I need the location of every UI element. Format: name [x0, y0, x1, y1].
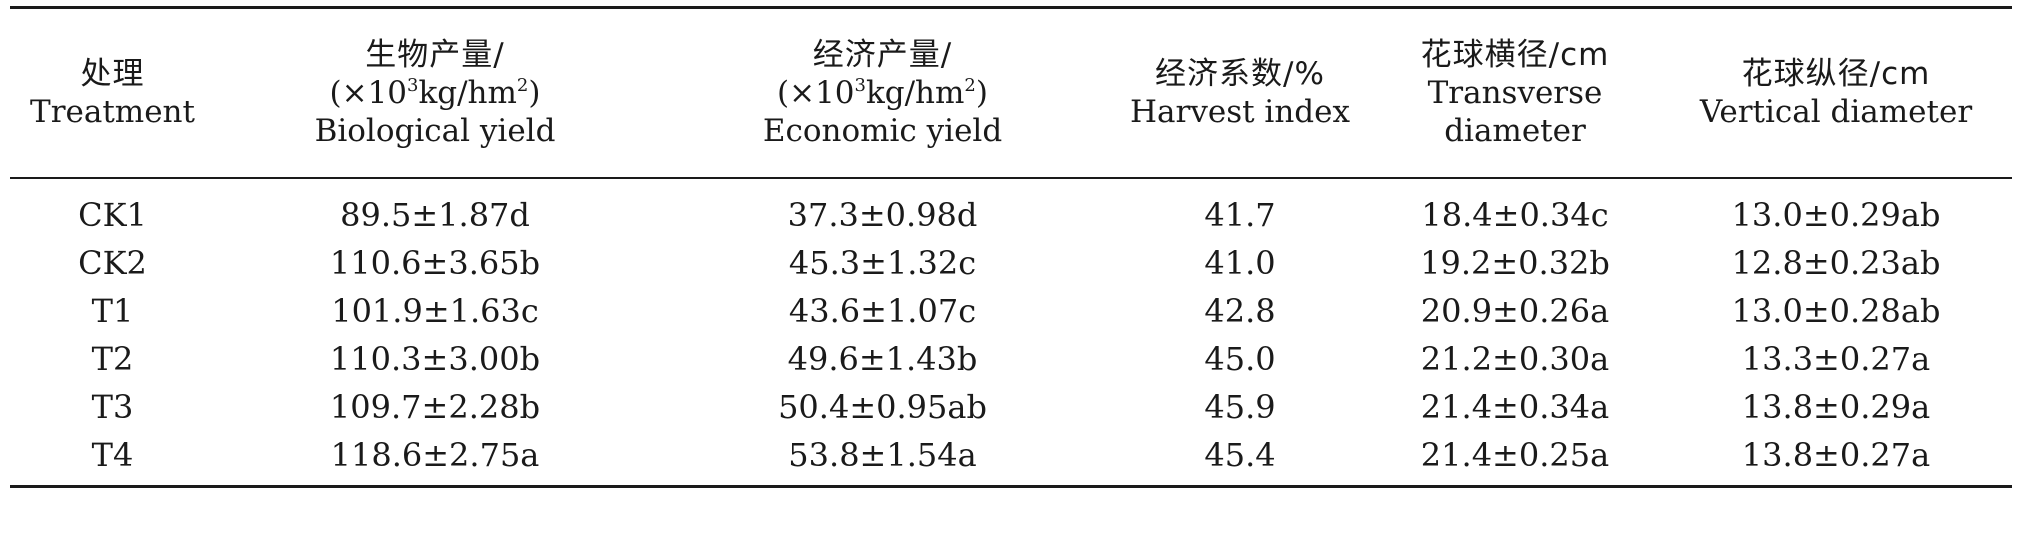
- header-vertical-diameter-zh: 花球纵径/cm: [1741, 56, 1931, 92]
- unit-middle: kg/hm: [418, 75, 517, 111]
- header-biological-yield: 生物产量/ (×103kg/hm2) Biological yield: [215, 8, 655, 179]
- cell-biological-yield: 118.6±2.75a: [330, 436, 540, 474]
- cell-economic-yield: 50.4±0.95ab: [778, 388, 987, 426]
- unit-exponent: 3: [854, 75, 866, 96]
- table-row: CK1 89.5±1.87d 37.3±0.98d 41.7 18.4±0.34…: [10, 178, 2012, 239]
- header-treatment-en: Treatment: [30, 94, 195, 130]
- unit-prefix: (×10: [329, 75, 408, 111]
- cell-treatment: CK2: [78, 244, 147, 282]
- cell-economic-yield: 37.3±0.98d: [787, 196, 978, 234]
- header-treatment-zh: 处理: [80, 56, 145, 92]
- unit-middle: kg/hm: [865, 75, 965, 111]
- header-biological-yield-en: Biological yield: [314, 113, 556, 149]
- header-economic-yield-zh: 经济产量/: [812, 37, 953, 73]
- cell-harvest-index: 41.7: [1204, 196, 1276, 234]
- cell-transverse-diameter: 21.4±0.34a: [1420, 388, 1610, 426]
- cell-harvest-index: 45.0: [1204, 340, 1276, 378]
- cell-biological-yield: 110.3±3.00b: [329, 340, 541, 378]
- header-biological-yield-zh: 生物产量/: [365, 37, 505, 73]
- yield-table: 处理 Treatment 生物产量/ (×103kg/hm2) Biologic…: [10, 6, 2012, 488]
- unit-prefix: (×10: [777, 75, 855, 111]
- cell-transverse-diameter: 20.9±0.26a: [1420, 292, 1610, 330]
- cell-vertical-diameter: 13.0±0.28ab: [1731, 292, 1941, 330]
- cell-economic-yield: 49.6±1.43b: [787, 340, 978, 378]
- header-harvest-index-zh: 经济系数/%: [1155, 56, 1325, 92]
- header-transverse-diameter-en-1: Transverse: [1427, 75, 1603, 111]
- cell-biological-yield: 89.5±1.87d: [340, 196, 530, 234]
- cell-transverse-diameter: 21.2±0.30a: [1420, 340, 1610, 378]
- cell-harvest-index: 41.0: [1204, 244, 1276, 282]
- table-row: T2 110.3±3.00b 49.6±1.43b 45.0 21.2±0.30…: [10, 335, 2012, 383]
- cell-vertical-diameter: 13.8±0.27a: [1741, 436, 1931, 474]
- header-treatment: 处理 Treatment: [10, 8, 215, 179]
- cell-vertical-diameter: 13.0±0.29ab: [1731, 196, 1941, 234]
- cell-transverse-diameter: 18.4±0.34c: [1421, 196, 1609, 234]
- cell-vertical-diameter: 13.8±0.29a: [1741, 388, 1931, 426]
- cell-biological-yield: 110.6±3.65b: [329, 244, 541, 282]
- header-harvest-index-en: Harvest index: [1130, 94, 1350, 130]
- cell-transverse-diameter: 19.2±0.32b: [1420, 244, 1610, 282]
- header-biological-yield-unit: (×103kg/hm2): [215, 74, 655, 112]
- unit-suffix: ): [975, 75, 988, 111]
- unit-exponent: 3: [407, 75, 419, 96]
- header-row: 处理 Treatment 生物产量/ (×103kg/hm2) Biologic…: [10, 7, 2012, 179]
- cell-treatment: T1: [91, 292, 134, 330]
- header-economic-yield: 经济产量/ (×103kg/hm2) Economic yield: [655, 8, 1110, 179]
- header-transverse-diameter-en-2: diameter: [1444, 113, 1586, 149]
- unit-suffix: ): [528, 75, 541, 111]
- header-harvest-index: 经济系数/% Harvest index: [1110, 8, 1370, 179]
- cell-harvest-index: 45.9: [1204, 388, 1276, 426]
- header-vertical-diameter-en: Vertical diameter: [1699, 94, 1973, 130]
- cell-vertical-diameter: 13.3±0.27a: [1741, 340, 1931, 378]
- cell-economic-yield: 45.3±1.32c: [788, 244, 977, 282]
- table-row: T1 101.9±1.63c 43.6±1.07c 42.8 20.9±0.26…: [10, 287, 2012, 335]
- data-table-container: 处理 Treatment 生物产量/ (×103kg/hm2) Biologic…: [10, 6, 2012, 488]
- table-row: T3 109.7±2.28b 50.4±0.95ab 45.9 21.4±0.3…: [10, 383, 2012, 431]
- table-header: 处理 Treatment 生物产量/ (×103kg/hm2) Biologic…: [10, 7, 2012, 179]
- cell-vertical-diameter: 12.8±0.23ab: [1731, 244, 1941, 282]
- cell-treatment: CK1: [78, 196, 147, 234]
- header-economic-yield-en: Economic yield: [762, 113, 1003, 149]
- unit-exponent: 2: [964, 75, 976, 96]
- cell-harvest-index: 45.4: [1204, 436, 1276, 474]
- cell-treatment: T4: [91, 436, 134, 474]
- header-economic-yield-unit: (×103kg/hm2): [655, 74, 1110, 112]
- unit-exponent: 2: [516, 75, 529, 96]
- cell-treatment: T2: [91, 340, 134, 378]
- cell-treatment: T3: [91, 388, 134, 426]
- table-body: CK1 89.5±1.87d 37.3±0.98d 41.7 18.4±0.34…: [10, 178, 2012, 487]
- cell-biological-yield: 101.9±1.63c: [331, 292, 539, 330]
- cell-economic-yield: 43.6±1.07c: [788, 292, 977, 330]
- header-transverse-diameter-zh: 花球横径/cm: [1420, 37, 1610, 73]
- cell-harvest-index: 42.8: [1204, 292, 1276, 330]
- header-vertical-diameter: 花球纵径/cm Vertical diameter: [1660, 8, 2012, 179]
- cell-transverse-diameter: 21.4±0.25a: [1420, 436, 1610, 474]
- table-row: T4 118.6±2.75a 53.8±1.54a 45.4 21.4±0.25…: [10, 431, 2012, 487]
- cell-biological-yield: 109.7±2.28b: [329, 388, 541, 426]
- header-transverse-diameter: 花球横径/cm Transverse diameter: [1370, 8, 1660, 179]
- table-row: CK2 110.6±3.65b 45.3±1.32c 41.0 19.2±0.3…: [10, 239, 2012, 287]
- cell-economic-yield: 53.8±1.54a: [788, 436, 977, 474]
